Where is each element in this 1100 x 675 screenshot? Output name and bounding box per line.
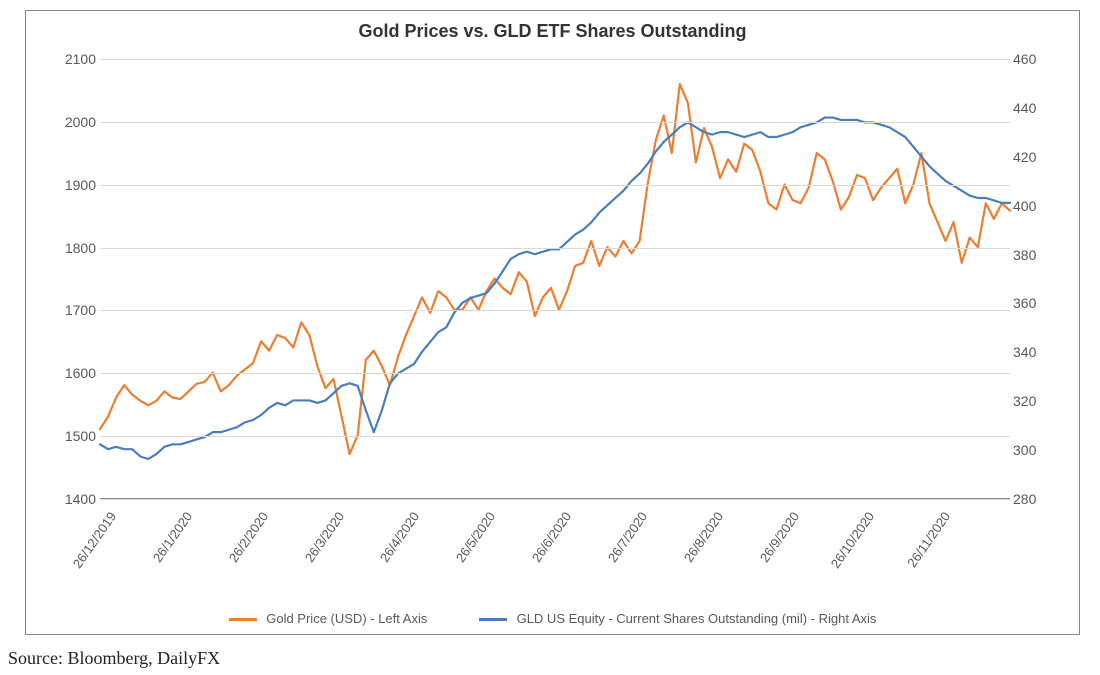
y-right-tick-label: 400 <box>1013 198 1047 214</box>
x-tick-label: 26/2/2020 <box>210 509 271 587</box>
x-tick-label: 26/7/2020 <box>589 509 650 587</box>
gridline <box>100 59 1010 60</box>
y-left-tick-label: 2000 <box>62 114 96 130</box>
gridline <box>100 248 1010 249</box>
y-right-tick-label: 440 <box>1013 100 1047 116</box>
gridline <box>100 373 1010 374</box>
x-tick-label: 26/8/2020 <box>665 509 726 587</box>
legend: Gold Price (USD) - Left Axis GLD US Equi… <box>26 611 1079 626</box>
x-tick-label: 26/4/2020 <box>362 509 423 587</box>
y-left-tick-label: 1400 <box>62 491 96 507</box>
legend-label-gld: GLD US Equity - Current Shares Outstandi… <box>517 611 877 626</box>
y-right-tick-label: 300 <box>1013 442 1047 458</box>
gridline <box>100 122 1010 123</box>
x-tick-label: 26/6/2020 <box>513 509 574 587</box>
legend-item-gold: Gold Price (USD) - Left Axis <box>229 611 428 626</box>
y-right-tick-label: 380 <box>1013 247 1047 263</box>
legend-item-gld: GLD US Equity - Current Shares Outstandi… <box>479 611 876 626</box>
x-tick-label: 26/1/2020 <box>134 509 195 587</box>
series-line-gold <box>100 84 1010 454</box>
gridline <box>100 185 1010 186</box>
y-left-tick-label: 1600 <box>62 365 96 381</box>
x-tick-label: 26/10/2020 <box>817 509 878 587</box>
x-tick-label: 26/12/2019 <box>58 509 119 587</box>
legend-label-gold: Gold Price (USD) - Left Axis <box>266 611 427 626</box>
x-tick-label: 26/9/2020 <box>741 509 802 587</box>
y-right-tick-label: 320 <box>1013 393 1047 409</box>
x-tick-label: 26/5/2020 <box>437 509 498 587</box>
y-left-tick-label: 2100 <box>62 51 96 67</box>
gridline <box>100 310 1010 311</box>
gridline <box>100 499 1010 500</box>
x-tick-label: 26/3/2020 <box>286 509 347 587</box>
y-right-tick-label: 280 <box>1013 491 1047 507</box>
legend-swatch-gld <box>479 618 507 621</box>
source-attribution: Source: Bloomberg, DailyFX <box>8 648 220 669</box>
x-tick-label: 26/11/2020 <box>892 509 953 587</box>
chart-container: Gold Prices vs. GLD ETF Shares Outstandi… <box>25 10 1080 635</box>
gridline <box>100 436 1010 437</box>
chart-title: Gold Prices vs. GLD ETF Shares Outstandi… <box>26 11 1079 48</box>
y-right-tick-label: 460 <box>1013 51 1047 67</box>
y-right-tick-label: 360 <box>1013 295 1047 311</box>
y-left-tick-label: 1700 <box>62 302 96 318</box>
y-left-tick-label: 1800 <box>62 240 96 256</box>
y-right-tick-label: 340 <box>1013 344 1047 360</box>
y-right-tick-label: 420 <box>1013 149 1047 165</box>
plot-area <box>100 59 1010 499</box>
series-line-gld <box>100 118 1010 459</box>
y-left-tick-label: 1500 <box>62 428 96 444</box>
y-left-tick-label: 1900 <box>62 177 96 193</box>
chart-svg <box>100 59 1010 498</box>
legend-swatch-gold <box>229 618 257 621</box>
